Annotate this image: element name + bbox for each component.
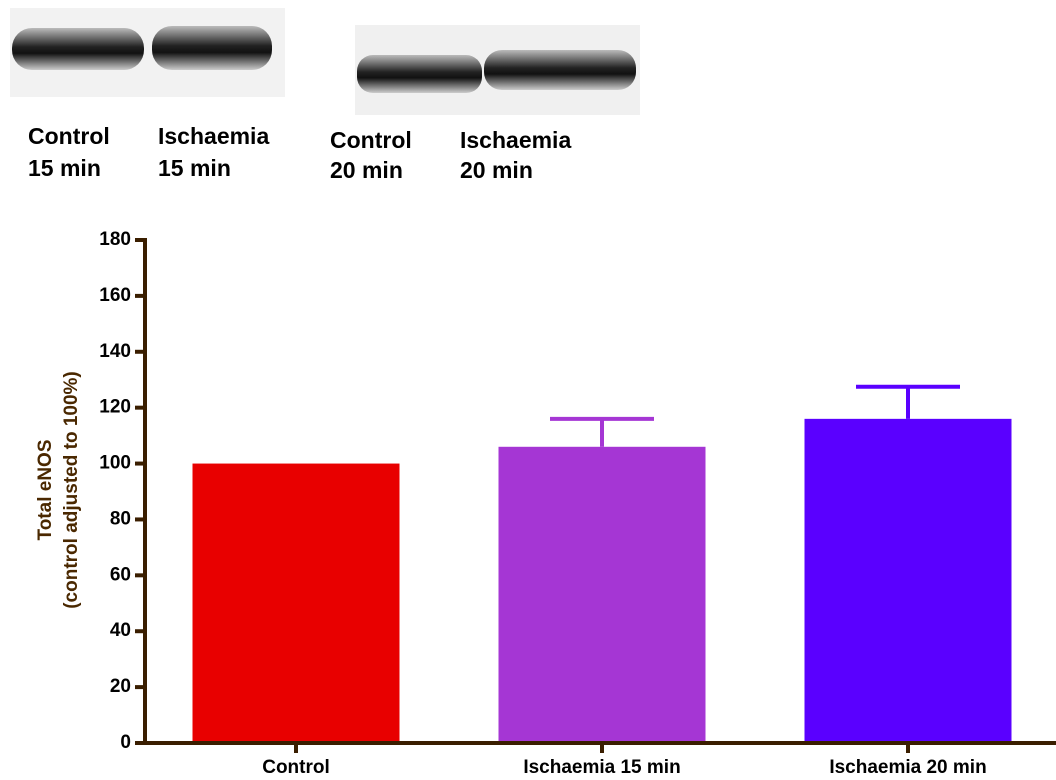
blot-label: Ischaemia	[460, 127, 571, 153]
blot-label: Ischaemia	[158, 123, 269, 149]
blot-label: 15 min	[28, 155, 101, 181]
y-tick-label: 60	[110, 564, 131, 585]
blot-image-2	[355, 25, 640, 115]
y-tick-label: 0	[120, 732, 131, 753]
y-axis-label: (control adjusted to 100%)	[61, 371, 82, 609]
y-tick-label: 140	[99, 341, 131, 362]
y-axis-label: Total eNOS	[35, 440, 56, 541]
blot-image-1	[10, 8, 285, 97]
x-tick-label: Ischaemia 20 min	[829, 757, 986, 778]
bar	[804, 418, 1012, 743]
y-tick-label: 180	[99, 229, 131, 250]
blot-label: 15 min	[158, 155, 231, 181]
blot-label: 20 min	[330, 157, 403, 183]
y-tick-label: 40	[110, 620, 131, 641]
bar	[498, 446, 706, 743]
y-tick-label: 100	[99, 453, 131, 474]
y-tick-label: 20	[110, 676, 131, 697]
x-tick-label: Ischaemia 15 min	[523, 757, 680, 778]
y-tick-label: 120	[99, 397, 131, 418]
x-tick-label: Control	[262, 757, 330, 778]
blot-label: Control	[330, 127, 412, 153]
blot-label: Control	[28, 123, 110, 149]
blot-label: 20 min	[460, 157, 533, 183]
y-tick-label: 80	[110, 508, 131, 529]
y-tick-label: 160	[99, 285, 131, 306]
bar	[192, 463, 400, 743]
